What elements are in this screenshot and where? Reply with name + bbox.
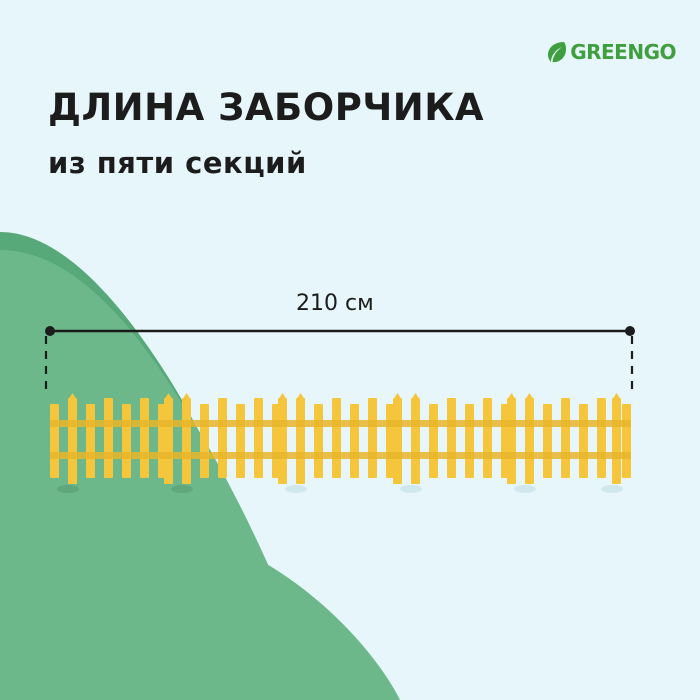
dimension-label: 210 см bbox=[296, 291, 374, 316]
brand-name: GREENGO bbox=[570, 40, 676, 64]
fence-body bbox=[50, 393, 631, 484]
page-title: ДЛИНА ЗАБОРЧИКА bbox=[48, 86, 485, 129]
fence-shadow bbox=[57, 485, 623, 493]
brand-logo: GREENGO bbox=[547, 40, 676, 64]
page-subtitle: из пяти секций bbox=[48, 146, 307, 180]
leaf-icon bbox=[548, 42, 567, 63]
grass-bottom bbox=[0, 516, 400, 700]
